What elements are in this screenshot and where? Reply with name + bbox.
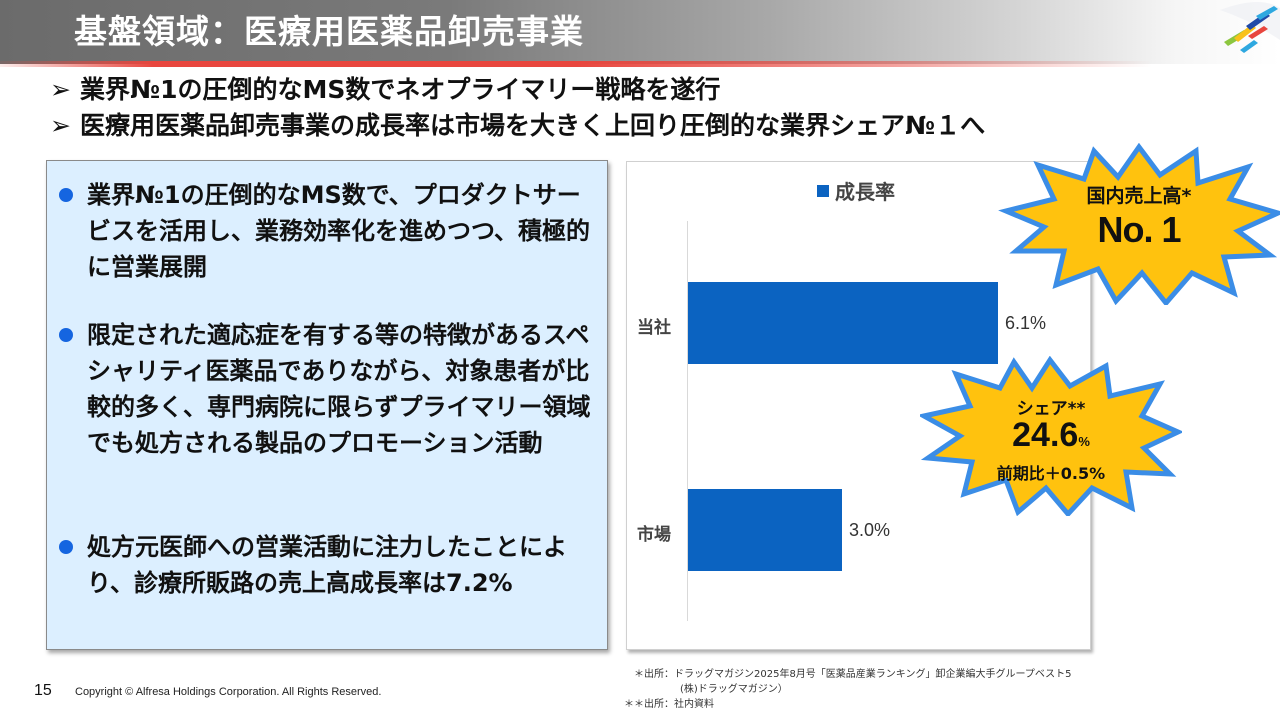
source-note-cont: (株)ドラッグマガジン）: [680, 684, 788, 695]
legend-swatch-icon: [817, 185, 829, 197]
badge-share-value: 24.6%: [920, 416, 1182, 455]
badge-caption: シェア**: [1016, 399, 1086, 419]
headline-item: ➢ 医療用医薬品卸売事業の成長率は市場を大きく上回り圧倒的な業界シェア№１へ: [50, 108, 985, 144]
strategy-point: 処方元医師への営業活動に注力したことにより、診療所販路の売上高成長率は7.2%: [59, 529, 594, 601]
strategy-point-text: 処方元医師への営業活動に注力したことにより、診療所販路の売上高成長率は7.2%: [87, 533, 567, 597]
strategy-points-panel: 業界№1の圧倒的なMS数で、プロダクトサービスを活用し、業務効率化を進めつつ、積…: [46, 160, 608, 650]
arrow-bullet-icon: ➢: [50, 111, 71, 140]
headline-text: 医療用医薬品卸売事業の成長率は市場を大きく上回り圧倒的な業界シェア№１へ: [80, 111, 986, 140]
strategy-point: 業界№1の圧倒的なMS数で、プロダクトサービスを活用し、業務効率化を進めつつ、積…: [59, 177, 594, 285]
bullet-dot-icon: [59, 540, 73, 554]
category-axis: [687, 221, 688, 621]
starburst-icon: [998, 143, 1280, 305]
sales-rank-badge: 国内売上高* No. 1: [998, 143, 1280, 305]
strategy-point: 限定された適応症を有する等の特徴があるスペシャリティ医薬品でありながら、対象患者…: [59, 317, 594, 461]
headline-item: ➢ 業界№1の圧倒的なMS数でネオプライマリー戦略を遂行: [50, 72, 985, 108]
page-number: 15: [34, 682, 52, 699]
company-logo-icon: [1190, 0, 1280, 64]
bar-value-label: 3.0%: [849, 520, 891, 540]
headline-list: ➢ 業界№1の圧倒的なMS数でネオプライマリー戦略を遂行 ➢ 医療用医薬品卸売事業の…: [50, 72, 985, 144]
source-note: ＊出所：ドラッグマガジン2025年8月号「医薬品産業ランキング」卸企業編大手グル…: [634, 669, 1072, 680]
copyright-text: Copyright © Alfresa Holdings Corporation…: [75, 686, 382, 698]
page-title: 基盤領域：医療用医薬品卸売事業: [74, 12, 584, 51]
market-share-badge: シェア** 24.6% 前期比＋0.5%: [920, 356, 1182, 516]
bullet-dot-icon: [59, 188, 73, 202]
category-label: 市場: [637, 525, 671, 545]
arrow-bullet-icon: ➢: [50, 75, 71, 104]
strategy-point-text: 限定された適応症を有する等の特徴があるスペシャリティ医薬品でありながら、対象患者…: [87, 321, 591, 457]
header-accent-line: [0, 61, 1280, 67]
chart-legend: 成長率: [817, 176, 895, 205]
bar-market: [688, 489, 842, 571]
headline-text: 業界№1の圧倒的なMS数でネオプライマリー戦略を遂行: [80, 75, 721, 104]
share-value: 24.6: [1012, 416, 1079, 454]
bullet-dot-icon: [59, 328, 73, 342]
badge-yoy: 前期比＋0.5%: [996, 464, 1106, 483]
share-unit: %: [1078, 434, 1090, 449]
strategy-point-text: 業界№1の圧倒的なMS数で、プロダクトサービスを活用し、業務効率化を進めつつ、積…: [87, 181, 591, 281]
source-note: ＊＊出所：社内資料: [624, 699, 714, 710]
badge-rank: No. 1: [1097, 209, 1181, 250]
slide-header: [0, 0, 1280, 64]
starburst-icon: [920, 356, 1182, 516]
bar-value-label: 6.1%: [1005, 313, 1047, 333]
legend-label: 成長率: [835, 180, 895, 204]
badge-caption: 国内売上高*: [1086, 185, 1192, 207]
bar-company: [688, 282, 998, 364]
category-label: 当社: [637, 318, 671, 338]
growth-rate-chart: 成長率 当社 6.1% 市場 3.0%: [626, 161, 1091, 650]
